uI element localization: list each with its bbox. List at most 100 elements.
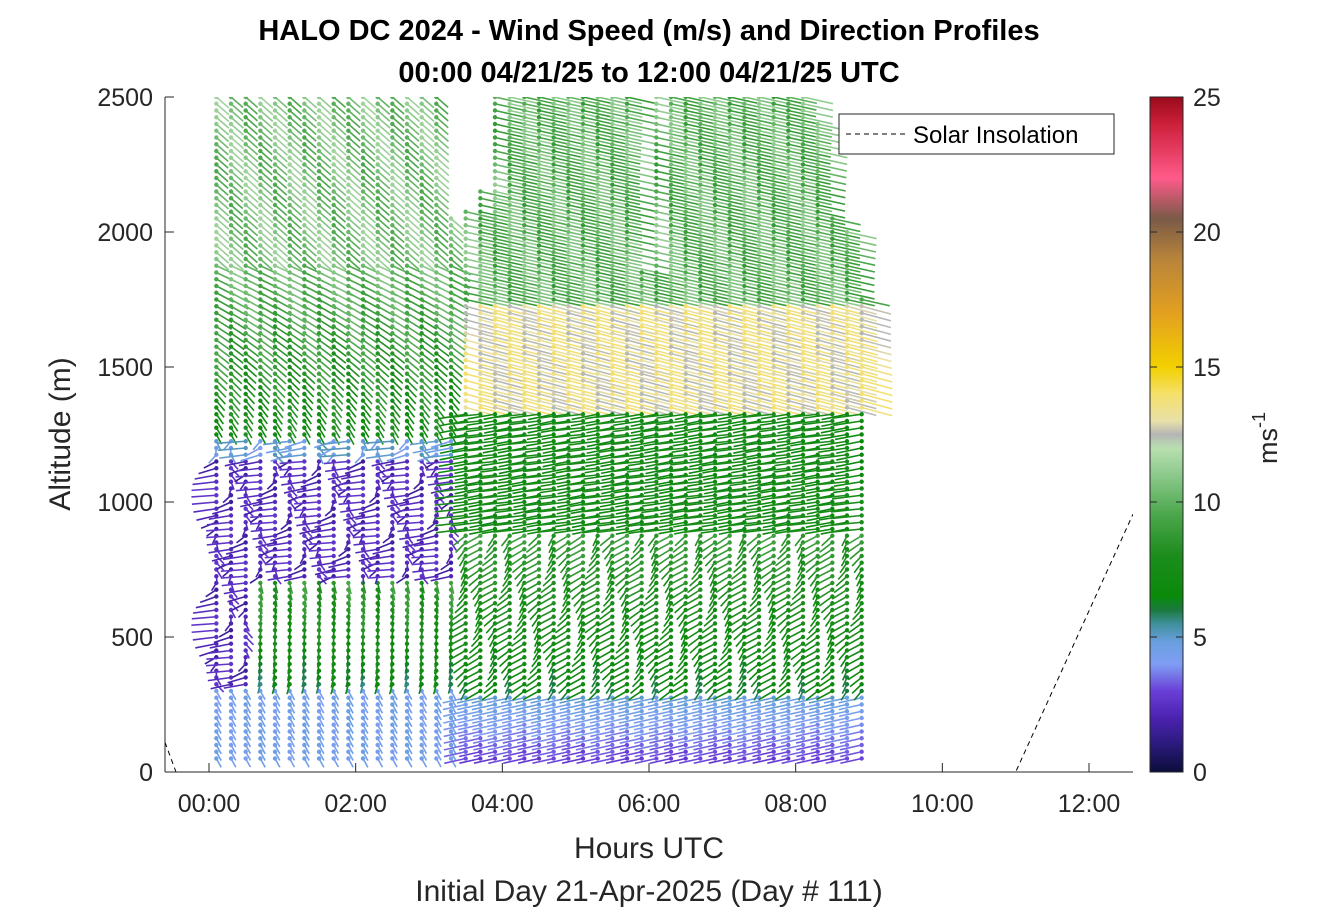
wind-vector-head	[273, 351, 277, 355]
wind-vector-head	[243, 257, 247, 261]
wind-vector-head	[361, 500, 365, 504]
wind-vector-head	[302, 257, 306, 261]
wind-vector-head	[273, 102, 277, 106]
wind-vector-head	[434, 439, 438, 443]
wind-vector-head	[214, 743, 218, 747]
wind-vector-head	[375, 250, 379, 254]
wind-vector-head	[243, 304, 247, 308]
wind-vector-head	[405, 156, 409, 160]
wind-vector-head	[258, 466, 262, 470]
wind-vector-head	[243, 223, 247, 227]
wind-vector-head	[449, 277, 453, 281]
wind-vector-head	[361, 372, 365, 376]
wind-vector-head	[361, 432, 365, 436]
wind-vector-head	[434, 729, 438, 733]
wind-vector-head	[375, 324, 379, 328]
wind-vector-head	[258, 709, 262, 713]
wind-vector-head	[243, 702, 247, 706]
wind-vector-head	[361, 419, 365, 423]
wind-vector-head	[375, 709, 379, 713]
wind-vector-head	[361, 385, 365, 389]
wind-vector-head	[214, 709, 218, 713]
wind-vector-head	[346, 709, 350, 713]
wind-vector-head	[302, 203, 306, 207]
wind-vector-head	[361, 324, 365, 328]
wind-vector-head	[419, 318, 423, 322]
wind-vector-head	[258, 736, 262, 740]
wind-vector-head	[229, 480, 233, 484]
wind-vector-head	[419, 412, 423, 416]
wind-vector-head	[434, 493, 438, 497]
wind-vector-head	[214, 493, 218, 497]
wind-vector-head	[229, 716, 233, 720]
wind-vector-head	[419, 756, 423, 760]
wind-vector-head	[419, 324, 423, 328]
wind-vector-head	[258, 378, 262, 382]
wind-vector-head	[390, 142, 394, 146]
wind-vector-head	[405, 426, 409, 430]
wind-vector-head	[419, 405, 423, 409]
wind-vector-head	[331, 743, 335, 747]
wind-vector-head	[419, 277, 423, 281]
wind-vector-head	[302, 264, 306, 268]
wind-vector-head	[390, 149, 394, 153]
wind-vector-head	[302, 723, 306, 727]
wind-vector-head	[390, 257, 394, 261]
wind-vector-head	[419, 736, 423, 740]
wind-vector-head	[287, 149, 291, 153]
wind-vector-head	[434, 216, 438, 220]
wind-vector-head	[375, 156, 379, 160]
wind-vector-head	[331, 297, 335, 301]
wind-vector-head	[434, 270, 438, 274]
wind-vector-head	[449, 459, 453, 463]
wind-vector-head	[346, 702, 350, 706]
wind-vector-head	[287, 284, 291, 288]
wind-vector-head	[390, 250, 394, 254]
wind-vector-head	[405, 378, 409, 382]
wind-vector-head	[375, 513, 379, 517]
wind-vector-head	[331, 716, 335, 720]
wind-vector-head	[258, 108, 262, 112]
wind-vector-head	[302, 453, 306, 457]
wind-vector-head	[243, 345, 247, 349]
wind-vector-head	[346, 351, 350, 355]
wind-vector-head	[375, 432, 379, 436]
wind-vector-head	[346, 520, 350, 524]
wind-vector-head	[331, 210, 335, 214]
wind-vector-head	[390, 547, 394, 551]
wind-vector-head	[273, 723, 277, 727]
wind-vector-head	[419, 122, 423, 126]
wind-vector-head	[317, 473, 321, 477]
wind-vector-head	[405, 365, 409, 369]
wind-vector-head	[405, 243, 409, 247]
wind-vector-head	[375, 196, 379, 200]
wind-vector-head	[419, 527, 423, 531]
wind-vector-head	[331, 196, 335, 200]
wind-vector-head	[214, 594, 218, 598]
wind-vector-head	[449, 453, 453, 457]
wind-vector-head	[258, 270, 262, 274]
wind-vector-head	[287, 115, 291, 119]
wind-vector-head	[317, 311, 321, 315]
wind-vector-head	[449, 399, 453, 403]
wind-vector-head	[361, 264, 365, 268]
wind-vector-head	[317, 385, 321, 389]
wind-vector-head	[434, 419, 438, 423]
wind-vector-head	[434, 561, 438, 565]
wind-vector-head	[214, 628, 218, 632]
wind-vector-head	[390, 135, 394, 139]
wind-vector-head	[229, 372, 233, 376]
wind-vector-head	[317, 500, 321, 504]
wind-vector-head	[229, 709, 233, 713]
wind-vector-head	[331, 338, 335, 342]
wind-vector-head	[346, 156, 350, 160]
wind-vector-head	[214, 345, 218, 349]
wind-vector-head	[419, 237, 423, 241]
wind-vector-head	[390, 162, 394, 166]
wind-vector-head	[331, 378, 335, 382]
wind-vector-head	[214, 392, 218, 396]
wind-vector-head	[214, 324, 218, 328]
wind-vector-head	[287, 412, 291, 416]
wind-vector-head	[243, 129, 247, 133]
wind-vector-head	[287, 426, 291, 430]
